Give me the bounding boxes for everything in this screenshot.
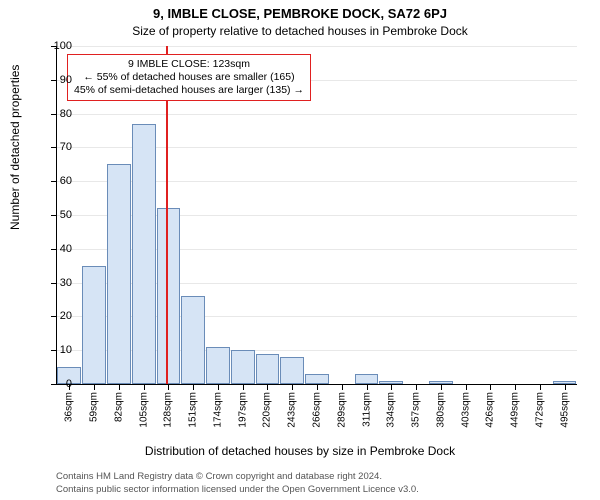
x-tick bbox=[391, 384, 392, 390]
x-tick bbox=[490, 384, 491, 390]
x-tick bbox=[144, 384, 145, 390]
y-axis-label: Number of detached properties bbox=[8, 65, 22, 230]
y-tick bbox=[51, 249, 57, 250]
x-tick-label: 449sqm bbox=[510, 392, 521, 428]
y-tick-label: 80 bbox=[60, 108, 72, 120]
x-tick-label: 82sqm bbox=[113, 392, 124, 422]
histogram-bar bbox=[256, 354, 280, 384]
y-tick bbox=[51, 181, 57, 182]
x-tick bbox=[441, 384, 442, 390]
annotation-box: 9 IMBLE CLOSE: 123sqm← 55% of detached h… bbox=[67, 54, 311, 101]
x-tick bbox=[367, 384, 368, 390]
y-tick-label: 60 bbox=[60, 175, 72, 187]
x-tick-label: 334sqm bbox=[386, 392, 397, 428]
x-tick-label: 128sqm bbox=[163, 392, 174, 428]
y-tick bbox=[51, 316, 57, 317]
y-tick-label: 20 bbox=[60, 310, 72, 322]
x-tick bbox=[168, 384, 169, 390]
chart-title: 9, IMBLE CLOSE, PEMBROKE DOCK, SA72 6PJ bbox=[0, 6, 600, 21]
y-tick bbox=[51, 215, 57, 216]
histogram-bar bbox=[305, 374, 329, 384]
histogram-bar bbox=[132, 124, 156, 384]
x-tick bbox=[565, 384, 566, 390]
y-tick bbox=[51, 350, 57, 351]
annotation-line: 45% of semi-detached houses are larger (… bbox=[74, 84, 304, 97]
x-tick bbox=[267, 384, 268, 390]
y-tick bbox=[51, 80, 57, 81]
x-axis-label: Distribution of detached houses by size … bbox=[0, 444, 600, 458]
y-tick-label: 40 bbox=[60, 243, 72, 255]
chart-subtitle: Size of property relative to detached ho… bbox=[0, 24, 600, 38]
x-tick bbox=[317, 384, 318, 390]
histogram-bar bbox=[82, 266, 106, 384]
x-tick-label: 36sqm bbox=[64, 392, 75, 422]
x-tick-label: 59sqm bbox=[89, 392, 100, 422]
histogram-bar bbox=[181, 296, 205, 384]
x-tick-label: 243sqm bbox=[287, 392, 298, 428]
y-tick bbox=[51, 147, 57, 148]
x-tick bbox=[540, 384, 541, 390]
footer-line-2: Contains public sector information licen… bbox=[56, 484, 419, 496]
x-tick bbox=[193, 384, 194, 390]
plot-area: 36sqm59sqm82sqm105sqm128sqm151sqm174sqm1… bbox=[56, 46, 577, 385]
x-tick-label: 403sqm bbox=[460, 392, 471, 428]
x-tick-label: 426sqm bbox=[485, 392, 496, 428]
x-tick bbox=[342, 384, 343, 390]
y-tick bbox=[51, 114, 57, 115]
y-tick-label: 70 bbox=[60, 141, 72, 153]
x-tick-label: 472sqm bbox=[534, 392, 545, 428]
footer-text: Contains HM Land Registry data © Crown c… bbox=[56, 471, 419, 496]
x-tick bbox=[466, 384, 467, 390]
x-tick bbox=[515, 384, 516, 390]
y-tick bbox=[51, 283, 57, 284]
chart-container: 9, IMBLE CLOSE, PEMBROKE DOCK, SA72 6PJ … bbox=[0, 0, 600, 500]
x-tick-label: 357sqm bbox=[411, 392, 422, 428]
x-tick-label: 197sqm bbox=[237, 392, 248, 428]
annotation-line: ← 55% of detached houses are smaller (16… bbox=[74, 71, 304, 84]
x-tick bbox=[94, 384, 95, 390]
x-tick-label: 105sqm bbox=[138, 392, 149, 428]
x-tick bbox=[119, 384, 120, 390]
x-tick-label: 220sqm bbox=[262, 392, 273, 428]
x-tick-label: 174sqm bbox=[212, 392, 223, 428]
x-tick-label: 151sqm bbox=[188, 392, 199, 428]
y-tick-label: 90 bbox=[60, 74, 72, 86]
x-tick-label: 495sqm bbox=[559, 392, 570, 428]
histogram-bar bbox=[107, 164, 131, 384]
y-tick-label: 10 bbox=[60, 344, 72, 356]
histogram-bar bbox=[280, 357, 304, 384]
x-tick-label: 266sqm bbox=[312, 392, 323, 428]
x-tick-label: 289sqm bbox=[336, 392, 347, 428]
annotation-line: 9 IMBLE CLOSE: 123sqm bbox=[74, 58, 304, 71]
x-tick bbox=[243, 384, 244, 390]
gridline bbox=[57, 114, 577, 115]
x-tick bbox=[218, 384, 219, 390]
x-tick-label: 380sqm bbox=[435, 392, 446, 428]
x-tick-label: 311sqm bbox=[361, 392, 372, 427]
histogram-bar bbox=[206, 347, 230, 384]
gridline bbox=[57, 46, 577, 47]
footer-line-1: Contains HM Land Registry data © Crown c… bbox=[56, 471, 419, 483]
y-tick-label: 100 bbox=[54, 40, 72, 52]
y-tick-label: 50 bbox=[60, 209, 72, 221]
y-tick-label: 30 bbox=[60, 277, 72, 289]
histogram-bar bbox=[355, 374, 379, 384]
x-tick bbox=[292, 384, 293, 390]
y-tick bbox=[51, 384, 57, 385]
histogram-bar bbox=[231, 350, 255, 384]
y-tick-label: 0 bbox=[66, 378, 72, 390]
x-tick bbox=[416, 384, 417, 390]
histogram-bar bbox=[157, 208, 181, 384]
